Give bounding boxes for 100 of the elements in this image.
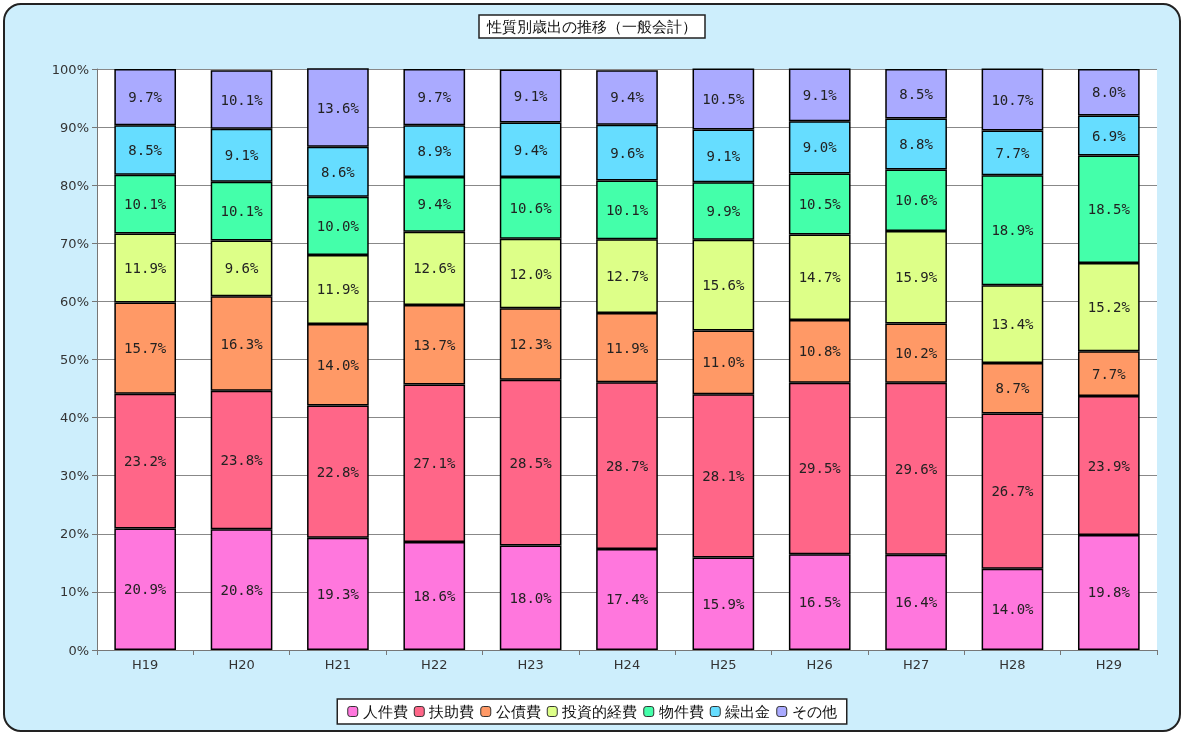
data-label: 13.4%: [991, 316, 1035, 333]
x-tick-label: H27: [902, 657, 930, 672]
x-tick-label: H22: [421, 657, 448, 672]
data-label: 9.7%: [128, 89, 163, 106]
data-label: 10.6%: [895, 192, 938, 209]
x-tick-label: H20: [228, 657, 255, 672]
data-label: 19.3%: [316, 585, 360, 602]
data-label: 9.4%: [610, 89, 645, 106]
data-label: 16.5%: [798, 594, 842, 611]
data-label: 9.1%: [513, 88, 549, 105]
data-label: 18.5%: [1087, 201, 1131, 218]
data-label: 16.3%: [220, 335, 264, 352]
legend-label: 繰出金: [724, 702, 771, 721]
data-label: 8.6%: [321, 163, 356, 180]
y-tick-label: 40%: [60, 410, 89, 426]
data-label: 28.1%: [702, 467, 745, 484]
data-label: 13.6%: [316, 99, 360, 116]
data-label: 9.6%: [224, 260, 259, 277]
data-label: 9.4%: [513, 141, 549, 158]
data-label: 12.0%: [509, 265, 553, 282]
data-label: 11.9%: [316, 281, 360, 298]
data-label: 9.1%: [706, 147, 741, 164]
data-label: 8.5%: [128, 142, 163, 159]
data-label: 6.9%: [1091, 127, 1127, 144]
data-label: 10.7%: [991, 91, 1035, 108]
y-tick-label: 30%: [60, 468, 89, 484]
data-label: 10.2%: [895, 345, 938, 362]
legend-label: 人件費: [362, 702, 408, 721]
data-label: 17.4%: [605, 591, 649, 608]
data-label: 8.7%: [995, 380, 1030, 397]
data-label: 11.0%: [702, 354, 745, 371]
chart-title: 性質別歳出の推移（一般会計）: [486, 17, 697, 36]
data-label: 14.7%: [798, 269, 842, 286]
x-tick-label: H24: [613, 657, 641, 672]
data-label: 20.8%: [220, 581, 264, 598]
data-label: 18.0%: [509, 589, 553, 606]
data-label: 29.5%: [798, 460, 842, 477]
legend-label: 公債費: [495, 702, 541, 721]
data-label: 9.9%: [706, 203, 741, 220]
y-tick-label: 60%: [60, 293, 89, 309]
data-label: 8.9%: [417, 143, 452, 160]
data-label: 13.7%: [413, 336, 456, 353]
legend-label: 投資的経費: [561, 702, 638, 721]
data-label: 7.7%: [1091, 365, 1127, 382]
y-tick-label: 20%: [60, 526, 89, 542]
data-label: 19.8%: [1087, 584, 1131, 601]
data-label: 8.8%: [899, 135, 934, 152]
data-label: 15.2%: [1087, 299, 1131, 316]
x-tick-label: H23: [517, 657, 544, 672]
data-label: 10.5%: [798, 196, 842, 213]
data-label: 12.3%: [509, 336, 553, 353]
data-label: 9.1%: [224, 147, 259, 164]
data-label: 23.2%: [124, 453, 167, 470]
data-label: 26.7%: [991, 483, 1035, 500]
data-label: 23.8%: [220, 452, 264, 469]
data-label: 23.9%: [1087, 457, 1131, 474]
data-label: 7.7%: [995, 144, 1030, 161]
data-label: 28.7%: [605, 457, 649, 474]
data-label: 18.6%: [413, 587, 456, 604]
data-label: 15.6%: [702, 277, 745, 294]
data-label: 28.5%: [509, 454, 553, 471]
data-label: 20.9%: [124, 581, 167, 598]
x-tick-label: H19: [132, 657, 159, 672]
data-label: 9.1%: [802, 86, 838, 103]
y-tick-label: 90%: [60, 119, 89, 135]
data-label: 12.6%: [413, 260, 456, 277]
data-label: 10.1%: [220, 91, 264, 108]
x-tick-label: H21: [324, 657, 352, 672]
data-label: 10.1%: [605, 201, 649, 218]
data-label: 18.9%: [991, 222, 1035, 239]
data-label: 15.9%: [895, 269, 938, 286]
data-label: 9.0%: [802, 139, 838, 156]
legend-label: 物件費: [658, 702, 704, 721]
data-label: 10.5%: [702, 90, 745, 107]
data-label: 10.1%: [220, 203, 264, 220]
data-label: 8.5%: [899, 85, 934, 102]
legend-label: その他: [791, 702, 837, 721]
data-label: 11.9%: [605, 339, 649, 356]
data-label: 8.0%: [1091, 84, 1127, 101]
x-tick-label: H26: [806, 657, 833, 672]
data-label: 15.7%: [124, 340, 167, 357]
data-label: 15.9%: [702, 595, 745, 612]
y-tick-label: 0%: [68, 642, 89, 658]
data-label: 10.6%: [509, 199, 553, 216]
data-label: 16.4%: [895, 594, 938, 611]
y-tick-label: 10%: [60, 584, 89, 600]
y-tick-label: 80%: [60, 177, 89, 193]
data-label: 14.0%: [316, 356, 360, 373]
data-label: 9.7%: [417, 89, 452, 106]
data-label: 9.4%: [417, 196, 452, 213]
data-label: 11.9%: [124, 259, 167, 276]
data-label: 27.1%: [413, 455, 456, 472]
data-label: 14.0%: [991, 601, 1035, 618]
x-tick-label: H29: [1095, 657, 1122, 672]
data-label: 10.1%: [124, 196, 167, 213]
y-tick-label: 50%: [60, 352, 89, 367]
data-label: 29.6%: [895, 460, 938, 477]
data-label: 12.7%: [605, 268, 649, 285]
x-tick-label: H25: [710, 657, 737, 672]
data-label: 10.0%: [316, 217, 360, 234]
